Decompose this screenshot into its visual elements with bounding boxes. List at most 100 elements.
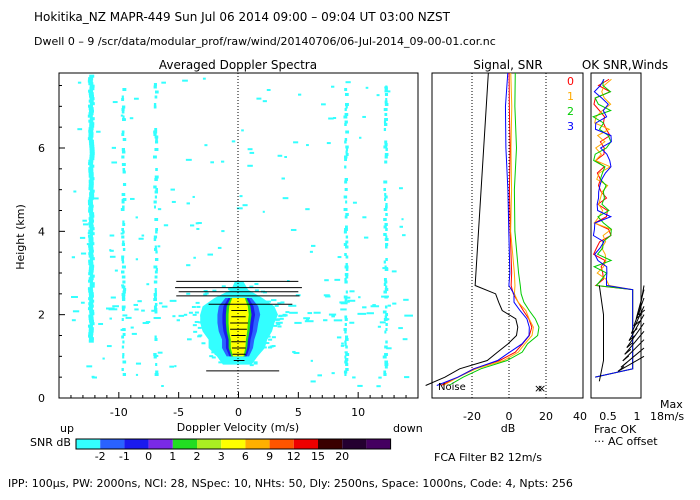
- noise-cell: [344, 93, 349, 96]
- noise-cell: [344, 343, 347, 346]
- noise-cell: [344, 138, 348, 141]
- noise-cell: [121, 243, 126, 246]
- noise-cell: [344, 273, 349, 276]
- y-tick-label: 0: [38, 392, 45, 405]
- noise-speck: [293, 141, 299, 144]
- noise-cell: [121, 318, 124, 321]
- noise-cell: [153, 280, 158, 284]
- noise-cell: [345, 368, 349, 371]
- noise-speck: [344, 351, 348, 354]
- noise-cell: [384, 153, 389, 156]
- noise-speck: [187, 338, 192, 341]
- noise-cell: [121, 110, 125, 114]
- x-axis-label: Doppler Velocity (m/s): [177, 421, 299, 434]
- noise-speck: [157, 245, 161, 248]
- noise-cell: [384, 353, 388, 356]
- noise-cell: [344, 228, 348, 231]
- noise-speck: [169, 299, 177, 302]
- noise-speck: [161, 81, 166, 84]
- noise-speck: [133, 303, 138, 306]
- noise-cell: [89, 157, 95, 161]
- noise-speck: [135, 216, 138, 219]
- noise-speck: [306, 144, 309, 147]
- noise-cell: [89, 227, 95, 231]
- noise-speck: [121, 199, 126, 202]
- ok-series-line: [592, 78, 634, 378]
- noise-speck: [87, 232, 93, 235]
- noise-speck: [190, 224, 195, 227]
- noise-speck: [130, 197, 135, 200]
- wind-barb-flag: [624, 348, 632, 355]
- noise-cell: [121, 235, 125, 239]
- noise-cell: [383, 283, 387, 286]
- noise-speck: [174, 365, 177, 368]
- noise-cell: [153, 83, 157, 86]
- noise-speck: [328, 313, 337, 316]
- noise-cell: [89, 149, 95, 153]
- footer-params: IPP: 100µs, PW: 2000ns, NCI: 28, NSpec: …: [8, 477, 573, 490]
- noise-speck: [102, 357, 105, 360]
- noise-cell: [121, 133, 125, 136]
- echo-edge: [249, 285, 254, 288]
- noise-cell: [385, 328, 388, 331]
- noise-cell: [122, 280, 126, 284]
- echo-edge: [254, 282, 259, 285]
- noise-cell: [345, 268, 349, 271]
- legend-0: 0: [567, 75, 574, 88]
- noise-cell: [88, 204, 94, 208]
- noise-speck: [294, 321, 302, 324]
- noise-cell: [154, 148, 159, 151]
- noise-cell: [121, 298, 126, 301]
- noise-speck: [93, 197, 99, 200]
- echo-edge: [196, 305, 201, 308]
- noise-speck: [346, 296, 351, 299]
- noise-speck: [403, 298, 409, 301]
- noise-cell: [154, 195, 158, 199]
- noise-cell: [88, 209, 94, 213]
- noise-speck: [137, 300, 142, 303]
- noise-speck: [340, 344, 345, 347]
- noise-cell: [121, 308, 125, 311]
- noise-speck: [109, 255, 116, 258]
- noise-cell: [88, 159, 94, 163]
- ok-x-label: Frac OK: [594, 423, 637, 436]
- noise-speck: [347, 299, 356, 302]
- colorbar-tick: 3: [218, 450, 225, 463]
- noise-cell: [345, 353, 350, 356]
- noise-cell: [121, 295, 126, 299]
- noise-cell: [344, 178, 348, 181]
- noise-speck: [169, 365, 175, 368]
- noise-speck: [72, 310, 80, 313]
- colorbar-cell: [221, 439, 246, 449]
- max-label: Max: [660, 398, 683, 411]
- noise-cell: [384, 238, 389, 241]
- noise-cell: [383, 290, 387, 294]
- noise-speck: [159, 302, 163, 305]
- x-tick-label: 5: [295, 406, 302, 419]
- noise-cell: [384, 268, 389, 271]
- noise-cell: [383, 188, 387, 191]
- colorbar: SNR dB -2 -1 0 1 2 3 6 9 12 15 20: [30, 436, 392, 463]
- noise-speck: [282, 197, 289, 200]
- noise-cell: [121, 155, 125, 159]
- echo-edge: [188, 311, 193, 314]
- noise-cell: [154, 275, 158, 279]
- noise-cell: [383, 278, 387, 281]
- snr-x-label: dB: [501, 422, 516, 435]
- noise-cell: [122, 115, 125, 119]
- noise-speck: [384, 90, 391, 93]
- noise-cell: [384, 118, 388, 121]
- echo-edge: [277, 325, 282, 328]
- noise-cell: [121, 108, 125, 111]
- noise-cell: [344, 180, 348, 184]
- noise-speck: [324, 279, 329, 282]
- echo-edge: [258, 349, 263, 352]
- noise-cell: [155, 188, 158, 191]
- noise-cell: [384, 88, 388, 91]
- noise-cell: [122, 333, 126, 336]
- noise-cell: [154, 290, 157, 294]
- noise-cell: [385, 285, 388, 289]
- noise-speck: [376, 385, 381, 388]
- noise-cell: [155, 250, 158, 254]
- noise-cell: [153, 105, 157, 109]
